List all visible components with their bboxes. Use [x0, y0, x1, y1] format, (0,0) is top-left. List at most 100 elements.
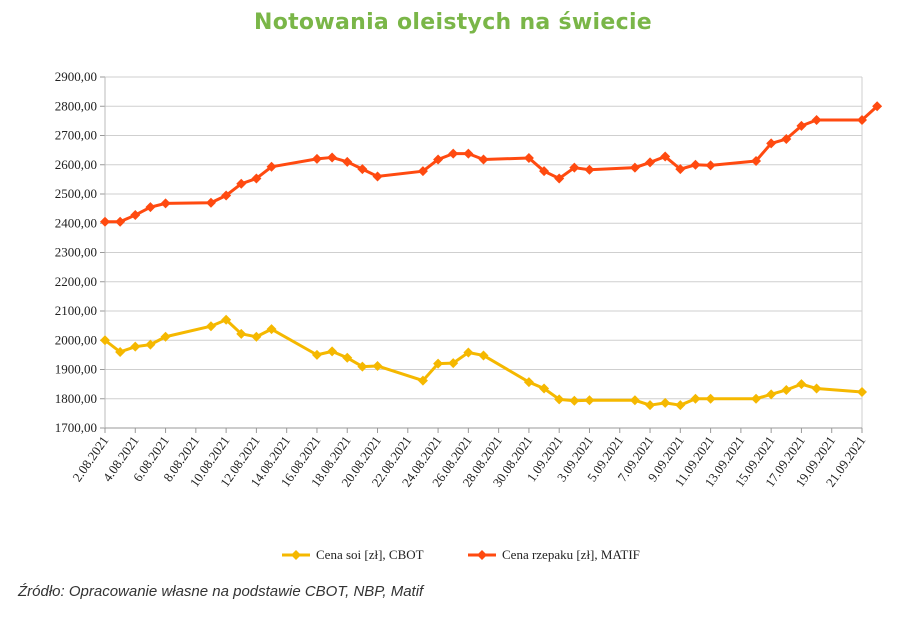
data-point [100, 216, 110, 227]
data-point [448, 148, 459, 159]
data-point [327, 152, 338, 163]
data-point [251, 331, 262, 342]
data-point [205, 197, 216, 208]
data-point [690, 159, 701, 170]
data-point [433, 154, 444, 165]
data-point [236, 328, 247, 339]
data-point [675, 400, 686, 411]
data-point [796, 120, 807, 131]
data-point [569, 395, 580, 406]
data-point [311, 153, 322, 164]
data-point [266, 324, 277, 335]
data-point [448, 358, 459, 369]
data-point [705, 160, 716, 171]
data-point [705, 393, 716, 404]
data-point [751, 155, 762, 166]
y-tick-label: 2300,00 [55, 245, 97, 260]
data-point [115, 216, 126, 227]
data-point [660, 397, 671, 408]
y-tick-label: 2800,00 [55, 98, 97, 113]
y-tick-label: 2100,00 [55, 303, 97, 318]
data-point [342, 352, 353, 363]
data-point [357, 361, 368, 372]
data-point [766, 138, 777, 149]
legend-marker-0 [291, 550, 301, 560]
legend: Cena soi [zł], CBOT Cena rzepaku [zł], MA… [282, 547, 640, 562]
source-note: Źródło: Opracowanie własne na podstawie … [18, 583, 424, 600]
data-point [660, 151, 671, 162]
data-point [645, 157, 656, 168]
y-tick-label: 1700,00 [55, 420, 97, 435]
y-tick-label: 1800,00 [55, 391, 97, 406]
data-point [584, 395, 595, 406]
data-point [539, 166, 550, 177]
legend-label-1: Cena rzepaku [zł], MATIF [502, 547, 640, 562]
series-line-0 [104, 318, 863, 407]
y-tick-label: 2000,00 [55, 332, 97, 347]
data-point [463, 148, 474, 159]
y-tick-label: 1900,00 [55, 362, 97, 377]
data-point [584, 164, 595, 175]
data-point [781, 134, 792, 145]
series-group [100, 101, 883, 411]
data-point [311, 349, 322, 360]
data-point [205, 321, 216, 332]
y-tick-labels: 1700,00 1800,00 1900,00 2000,00 2100,00 2200,… [55, 69, 97, 435]
data-point [523, 377, 534, 388]
data-point [766, 389, 777, 400]
data-point [372, 171, 383, 182]
data-point [266, 161, 277, 172]
series-line-1 [105, 105, 879, 224]
line-chart: 1700,00 1800,00 1900,00 2000,00 2100,00 2200,… [55, 69, 883, 562]
y-tick-label: 2900,00 [55, 69, 97, 84]
data-point [554, 394, 565, 405]
chart-title: Notowania oleistych na świecie [253, 10, 653, 35]
data-point [327, 346, 338, 357]
data-point [251, 173, 262, 184]
data-point [145, 202, 156, 213]
data-point [221, 314, 232, 325]
data-point [629, 162, 640, 173]
data-point [221, 190, 232, 201]
data-point [554, 173, 565, 184]
data-point [569, 162, 580, 173]
data-point [781, 384, 792, 395]
legend-marker-1 [477, 550, 487, 560]
y-tick-label: 2700,00 [55, 128, 97, 143]
data-point [857, 114, 867, 125]
data-point [100, 335, 110, 346]
data-point [130, 341, 141, 352]
data-point [811, 383, 822, 394]
data-point [690, 393, 701, 404]
data-point [160, 331, 171, 342]
grid-lines [105, 76, 862, 429]
data-point [130, 210, 141, 221]
data-point [796, 379, 807, 390]
x-tick-labels: 2.08.20214.08.20216.08.20218.08.202110.0… [69, 433, 868, 490]
data-point [342, 156, 353, 167]
data-point [857, 387, 867, 398]
data-point [236, 178, 247, 189]
data-point [478, 154, 489, 165]
data-point [872, 101, 883, 112]
data-point [357, 164, 368, 175]
data-point [523, 153, 534, 164]
data-point [160, 198, 171, 209]
data-point [629, 395, 640, 406]
data-point [811, 114, 822, 125]
data-point [463, 347, 474, 358]
data-point [417, 166, 428, 177]
y-tick-label: 2600,00 [55, 157, 97, 172]
y-tick-label: 2400,00 [55, 215, 97, 230]
y-tick-label: 2500,00 [55, 186, 97, 201]
legend-label-0: Cena soi [zł], CBOT [316, 547, 424, 562]
data-point [417, 375, 428, 386]
data-point [645, 400, 656, 411]
data-point [433, 358, 444, 369]
axes [100, 76, 863, 433]
y-tick-label: 2200,00 [55, 274, 97, 289]
data-point [539, 383, 550, 394]
data-point [751, 393, 762, 404]
data-point [372, 360, 383, 371]
data-point [145, 339, 156, 350]
